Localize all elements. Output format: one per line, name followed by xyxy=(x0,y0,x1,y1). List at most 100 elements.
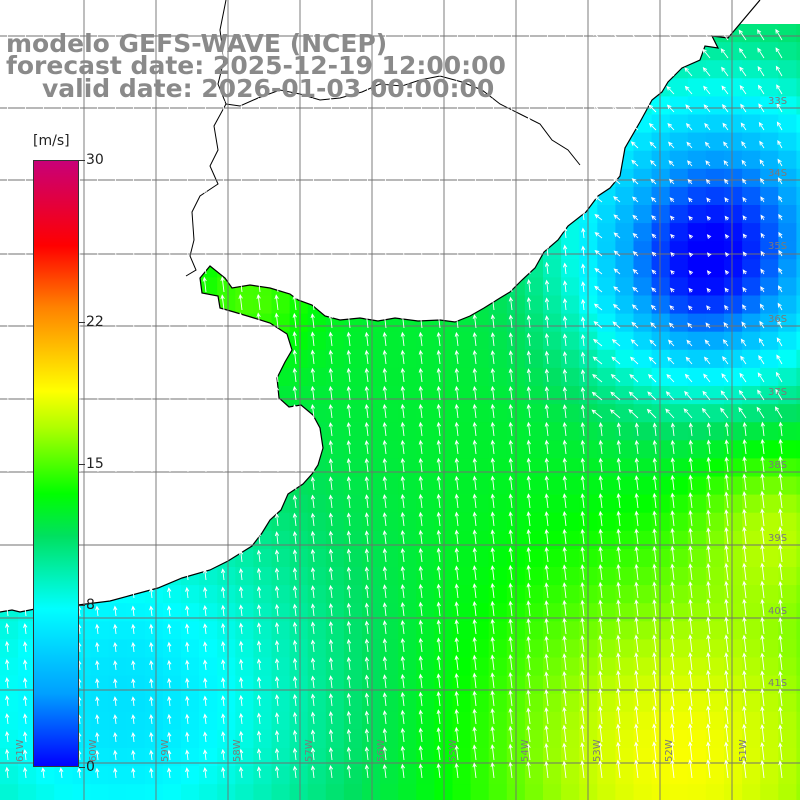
field-cell xyxy=(760,784,779,800)
wind-arrow xyxy=(256,97,261,113)
field-cell xyxy=(144,729,164,749)
field-cell xyxy=(488,585,508,604)
wind-arrow xyxy=(185,659,190,671)
field-cell xyxy=(760,186,779,206)
wind-arrow xyxy=(328,133,333,149)
wind-arrow xyxy=(166,313,171,329)
field-cell xyxy=(687,277,707,297)
wind-arrow xyxy=(609,31,621,41)
wind-arrow xyxy=(256,258,261,275)
wind-arrow xyxy=(508,260,514,275)
wind-arrow xyxy=(418,205,423,221)
wind-arrow xyxy=(400,709,405,725)
wind-arrow xyxy=(23,731,28,743)
wind-arrow xyxy=(701,29,711,41)
field-cell xyxy=(778,186,797,206)
field-cell xyxy=(742,548,761,568)
wind-arrow xyxy=(706,652,711,671)
field-cell xyxy=(760,78,779,97)
field-cell xyxy=(742,223,761,242)
wind-arrow xyxy=(221,695,226,707)
wind-arrow xyxy=(131,731,136,743)
wind-arrow xyxy=(760,562,765,581)
wind-arrow xyxy=(490,170,495,185)
wind-arrow xyxy=(328,512,334,527)
field-cell xyxy=(687,440,707,459)
field-cell xyxy=(380,386,399,405)
wind-arrow xyxy=(167,677,172,689)
wind-arrow xyxy=(58,25,63,41)
wind-arrow xyxy=(759,159,765,167)
wind-arrow xyxy=(490,457,495,473)
field-cell xyxy=(543,295,562,315)
field-cell xyxy=(778,494,797,514)
wind-arrow xyxy=(346,476,351,491)
field-cell xyxy=(651,132,671,152)
wind-arrow xyxy=(328,458,333,473)
field-cell xyxy=(724,114,743,134)
wind-arrow xyxy=(41,767,46,779)
wind-arrow xyxy=(651,287,657,293)
wind-arrow xyxy=(202,97,207,113)
wind-arrow xyxy=(454,529,459,545)
field-cell xyxy=(633,548,653,568)
field-cell xyxy=(307,693,327,713)
field-cell xyxy=(289,639,309,659)
field-cell xyxy=(289,367,309,387)
wind-arrow xyxy=(580,617,585,635)
wind-arrow xyxy=(418,403,423,419)
field-cell xyxy=(235,784,254,800)
wind-arrow xyxy=(776,121,783,131)
wind-arrow xyxy=(220,549,226,563)
wind-arrow xyxy=(328,241,333,257)
wind-arrow xyxy=(454,260,459,275)
wind-arrow xyxy=(346,133,351,149)
wind-arrow xyxy=(94,205,99,221)
wind-arrow xyxy=(490,332,495,347)
wind-arrow xyxy=(592,86,603,95)
field-cell xyxy=(724,603,743,622)
wind-arrow xyxy=(508,457,513,473)
field-cell xyxy=(126,657,146,677)
wind-arrow xyxy=(22,440,28,455)
wind-arrow xyxy=(130,386,135,401)
wind-arrow xyxy=(292,312,297,329)
wind-arrow xyxy=(611,104,621,113)
wind-arrow xyxy=(112,440,118,455)
wind-arrow xyxy=(113,550,118,563)
field-cell xyxy=(108,675,128,695)
field-cell xyxy=(561,331,580,351)
field-cell xyxy=(561,585,580,604)
wind-arrow xyxy=(777,158,783,167)
wind-arrow xyxy=(508,529,513,545)
wind-arrow xyxy=(112,205,117,221)
wind-arrow xyxy=(184,404,189,419)
wind-arrow xyxy=(382,169,387,185)
field-cell xyxy=(615,386,635,405)
wind-arrow xyxy=(616,599,621,617)
wind-arrow xyxy=(400,691,405,707)
wind-arrow xyxy=(346,43,351,59)
wind-arrow xyxy=(760,250,765,257)
wind-arrow xyxy=(490,43,495,59)
wind-arrow xyxy=(454,475,459,491)
wind-arrow xyxy=(562,724,567,743)
wind-arrow xyxy=(220,349,225,365)
field-cell xyxy=(181,784,200,800)
wind-arrow xyxy=(760,706,765,725)
field-cell xyxy=(235,766,254,785)
field-cell xyxy=(778,476,797,496)
wind-arrow xyxy=(400,475,405,491)
wind-arrow xyxy=(778,760,783,779)
wind-arrow xyxy=(562,439,567,455)
wind-arrow xyxy=(634,705,639,725)
wind-arrow xyxy=(364,403,369,419)
field-cell xyxy=(289,711,309,731)
wind-arrow xyxy=(274,276,279,293)
field-cell xyxy=(235,295,254,315)
wind-arrow xyxy=(544,153,550,167)
wind-arrow xyxy=(22,568,28,581)
field-cell xyxy=(362,657,381,677)
wind-arrow xyxy=(364,295,369,311)
wind-arrow xyxy=(310,548,316,563)
